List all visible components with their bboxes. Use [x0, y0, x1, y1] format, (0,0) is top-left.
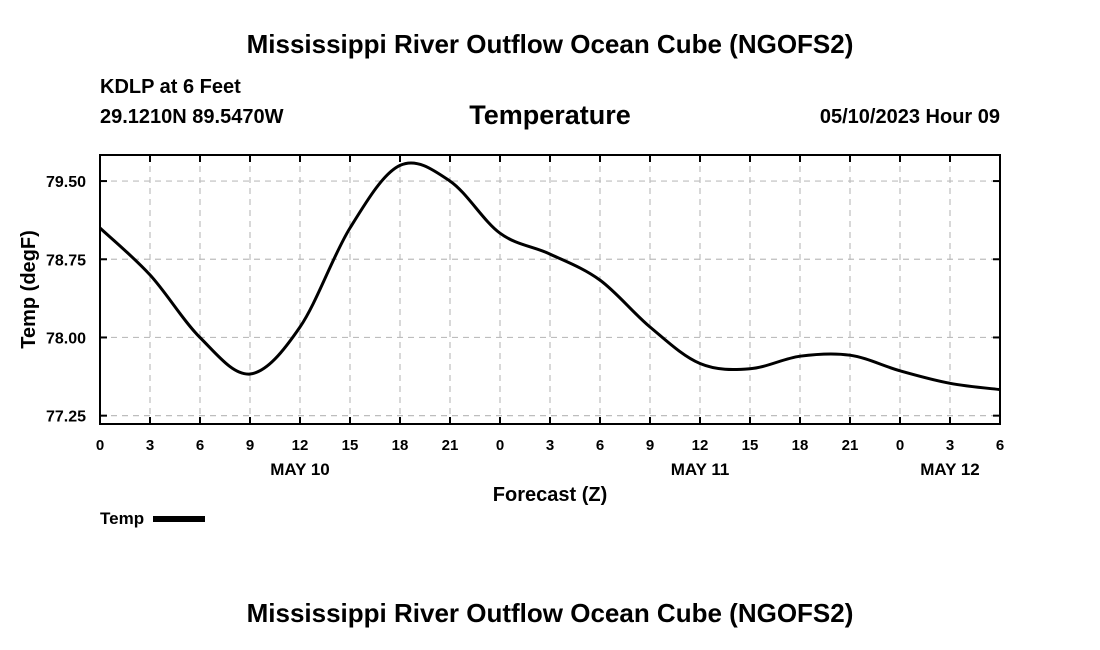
x-tick-label: 3 — [546, 437, 554, 454]
x-tick-label: 18 — [792, 437, 809, 454]
legend: Temp — [100, 509, 206, 529]
series-layer — [98, 161, 1001, 392]
forecast-datetime: 05/10/2023 Hour 09 — [819, 106, 1000, 128]
x-tick-label: 9 — [646, 437, 654, 454]
legend-line-swatch — [153, 516, 206, 522]
legend-label: Temp — [100, 509, 145, 528]
x-tick-label: 12 — [692, 437, 709, 454]
x-tick-label: 21 — [842, 437, 859, 454]
x-tick-label: 0 — [96, 437, 104, 454]
variable-title: Temperature — [469, 100, 631, 130]
x-date-label: MAY 12 — [920, 460, 980, 479]
x-tick-label: 21 — [442, 437, 459, 454]
series-line-temp — [98, 161, 1001, 392]
x-tick-label: 3 — [946, 437, 954, 454]
page-title: Mississippi River Outflow Ocean Cube (NG… — [246, 29, 854, 59]
station-coordinates: 29.1210N 89.5470W — [100, 106, 284, 128]
page-title-footer: Mississippi River Outflow Ocean Cube (NG… — [246, 598, 854, 628]
x-tick-label: 6 — [996, 437, 1004, 454]
y-tick-label: 79.50 — [46, 174, 86, 191]
x-tick-label: 18 — [392, 437, 409, 454]
x-tick-label: 15 — [342, 437, 359, 454]
x-tick-label: 0 — [496, 437, 504, 454]
x-date-label: MAY 11 — [671, 460, 730, 479]
y-axis-title: Temp (degF) — [18, 230, 40, 349]
y-tick-label: 77.25 — [46, 409, 86, 426]
x-date-label: MAY 10 — [270, 460, 330, 479]
x-tick-label: 12 — [292, 437, 309, 454]
x-tick-label: 6 — [596, 437, 604, 454]
axes-layer — [99, 154, 1001, 425]
x-tick-label: 0 — [896, 437, 904, 454]
x-tick-label: 3 — [146, 437, 154, 454]
grid-layer — [100, 155, 1000, 424]
y-tick-label: 78.75 — [46, 252, 86, 269]
x-axis-title: Forecast (Z) — [493, 484, 607, 506]
x-tick-label: 6 — [196, 437, 204, 454]
station-label: KDLP at 6 Feet — [100, 76, 241, 98]
x-tick-label: 9 — [246, 437, 254, 454]
y-tick-label: 78.00 — [46, 330, 86, 347]
x-tick-label: 15 — [742, 437, 759, 454]
labels-layer: 0 3 6 9 12 15 18 21 0 3 6 9 12 15 18 21 0 3 6 77.25 78.00 78.… — [18, 174, 1004, 506]
